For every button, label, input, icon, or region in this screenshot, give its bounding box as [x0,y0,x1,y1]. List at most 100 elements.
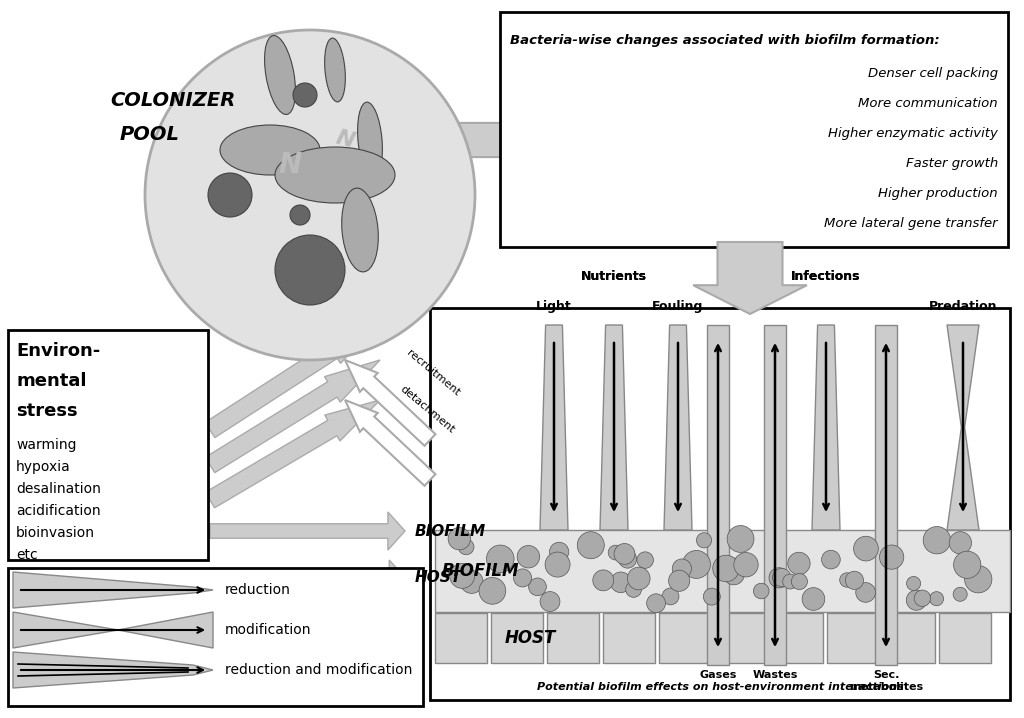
Text: POOL: POOL [120,126,180,144]
Circle shape [840,573,854,587]
Circle shape [663,588,679,605]
Bar [883,613,935,663]
Text: Infections: Infections [792,270,861,283]
Bar [500,12,1008,247]
Circle shape [914,590,931,607]
Circle shape [514,569,531,587]
Circle shape [769,568,790,588]
Circle shape [906,590,927,610]
Text: Higher production: Higher production [879,187,998,200]
Circle shape [637,552,653,569]
Polygon shape [13,572,213,608]
Text: Faster growth: Faster growth [906,157,998,170]
Circle shape [953,551,981,579]
Polygon shape [764,325,786,665]
Text: mental: mental [16,372,86,390]
Ellipse shape [357,102,382,178]
Circle shape [608,545,623,560]
Text: Wastes: Wastes [753,670,798,680]
Circle shape [880,545,904,569]
Polygon shape [205,320,380,437]
Polygon shape [205,360,380,472]
Bar [430,308,1010,700]
Bar [715,613,767,663]
Circle shape [208,173,252,217]
Circle shape [734,553,758,577]
Text: Sec.
metabolites: Sec. metabolites [849,670,923,691]
Bar [827,613,879,663]
Circle shape [593,570,613,591]
Polygon shape [947,325,979,530]
Text: Higher enzymatic activity: Higher enzymatic activity [828,127,998,140]
Circle shape [772,569,791,587]
Circle shape [459,539,474,555]
Circle shape [821,550,841,569]
Bar [939,613,991,663]
Circle shape [460,570,483,593]
Text: Predation: Predation [929,300,997,313]
Circle shape [618,550,637,568]
Text: desalination: desalination [16,482,101,496]
Circle shape [672,559,691,578]
Ellipse shape [325,38,345,102]
Circle shape [486,545,514,573]
Circle shape [924,526,950,554]
Text: warming: warming [16,438,77,452]
Ellipse shape [264,35,296,114]
Circle shape [792,574,808,589]
Text: detachment: detachment [398,384,457,435]
Polygon shape [13,652,213,688]
Circle shape [754,583,769,599]
Text: Potential biofilm effects on host-environment interactions: Potential biofilm effects on host-enviro… [537,682,903,692]
Text: N: N [279,151,302,179]
Text: Infections: Infections [792,270,861,283]
Polygon shape [664,325,692,530]
Polygon shape [540,325,568,530]
Bar [490,613,543,663]
Circle shape [550,542,568,561]
Circle shape [728,558,742,573]
Circle shape [669,570,690,592]
Bar [8,568,423,706]
Circle shape [578,532,604,559]
Circle shape [528,578,547,596]
Circle shape [965,566,992,593]
Circle shape [540,592,560,612]
Text: N: N [334,128,356,152]
Circle shape [614,544,635,564]
Circle shape [628,567,650,589]
Text: etc: etc [16,548,38,562]
Circle shape [930,592,943,606]
Polygon shape [707,325,729,665]
Ellipse shape [342,188,378,272]
Ellipse shape [220,125,319,175]
Circle shape [856,582,876,602]
Circle shape [802,587,824,610]
Circle shape [787,552,810,574]
Circle shape [275,235,345,305]
Text: Nutrients: Nutrients [581,270,647,283]
Text: reduction: reduction [225,583,291,597]
Text: BIOFILM: BIOFILM [415,523,486,538]
Text: Light: Light [537,300,571,313]
Circle shape [293,83,317,107]
Bar [659,613,711,663]
Polygon shape [432,95,547,185]
Circle shape [854,536,879,561]
Polygon shape [345,400,435,486]
Text: More lateral gene transfer: More lateral gene transfer [824,217,998,230]
Bar [435,613,487,663]
Bar [435,530,1010,612]
Circle shape [290,205,310,225]
Text: Gases: Gases [699,670,736,680]
Ellipse shape [275,147,395,203]
Text: HOST: HOST [504,629,556,647]
Circle shape [953,587,968,601]
Circle shape [610,572,631,592]
Circle shape [517,546,540,568]
Circle shape [782,574,798,589]
Circle shape [696,533,712,548]
Circle shape [703,588,720,605]
Polygon shape [210,560,406,595]
Text: HOST: HOST [415,569,462,584]
